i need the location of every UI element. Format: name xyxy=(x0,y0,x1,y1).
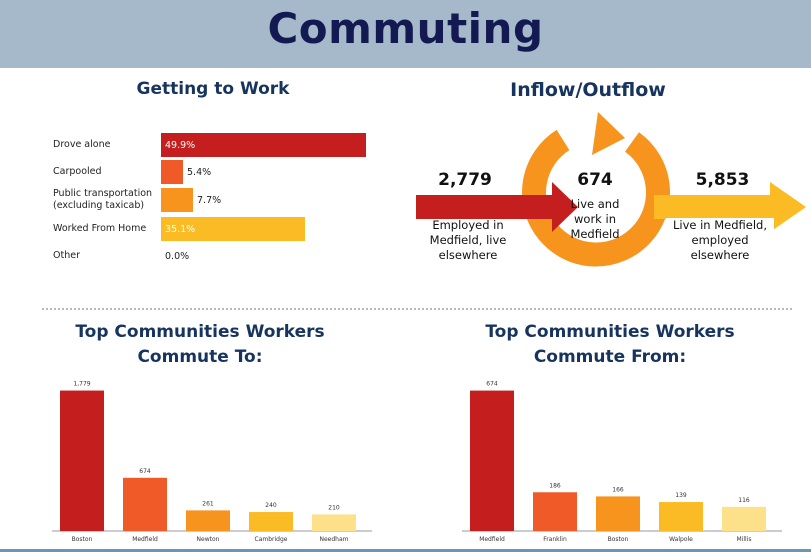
commute-to-title-line2: Commute To: xyxy=(137,347,263,367)
category-label: Franklin xyxy=(543,536,567,543)
outflow-number: 5,853 xyxy=(695,170,750,190)
commute-to-chart: 1,779 Boston 674 Medfield 261 Newton 240 Cambri… xyxy=(52,381,372,543)
category-label: Boston xyxy=(608,536,629,543)
bar-boston xyxy=(60,390,104,531)
commute-to-title-line1: Top Communities Workers xyxy=(75,322,325,342)
category-label: Millis xyxy=(737,536,752,543)
commute-from-title: Top Communities Workers Commute From: xyxy=(450,320,770,370)
value-label: 674 xyxy=(139,468,151,475)
circular-arrow-head-icon xyxy=(592,112,625,155)
inflow-arrow-shaft xyxy=(416,195,554,219)
inflow-number: 2,779 xyxy=(438,170,492,190)
inflow-description: Employed in Medfield, live elsewhere xyxy=(429,218,507,262)
local-number: 674 xyxy=(577,170,613,190)
category-label: Needham xyxy=(319,536,348,543)
gw-value: 0.0% xyxy=(165,250,190,262)
bar-needham xyxy=(312,514,356,531)
gw-label: Worked From Home xyxy=(53,223,147,234)
value-label: 210 xyxy=(328,504,340,511)
bar-boston xyxy=(596,496,640,531)
category-label: Walpole xyxy=(669,536,693,543)
gw-row-drove-alone: Drove alone 49.9% xyxy=(53,133,383,157)
gw-value: 35.1% xyxy=(165,223,196,235)
bar-cambridge xyxy=(249,512,293,531)
local-description: Live and work in Medfield xyxy=(570,197,620,241)
page-title: Commuting xyxy=(267,4,544,53)
gw-bar xyxy=(161,188,193,212)
gw-row-public-transportation: Public transportation (excluding taxicab… xyxy=(53,188,383,212)
gw-value: 49.9% xyxy=(165,139,196,151)
value-label: 674 xyxy=(486,381,498,388)
value-label: 240 xyxy=(265,502,277,509)
gw-row-worked-from-home: Worked From Home 35.1% xyxy=(53,217,383,241)
outflow-arrow-shaft xyxy=(654,195,772,219)
gw-row-other: Other 0.0% xyxy=(53,244,383,268)
gw-label: Carpooled xyxy=(53,166,102,177)
gw-label: Drove alone xyxy=(53,139,111,150)
value-label: 1,779 xyxy=(73,381,90,388)
outflow-description: Live in Medfield, employed elsewhere xyxy=(666,218,774,263)
gw-row-carpooled: Carpooled 5.4% xyxy=(53,160,383,184)
outflow-arrow-head-icon xyxy=(770,182,806,232)
commute-from-title-line1: Top Communities Workers xyxy=(485,322,735,342)
commute-to-title: Top Communities Workers Commute To: xyxy=(40,320,360,370)
commute-from-title-line2: Commute From: xyxy=(533,347,687,367)
inflow-arrow-head-icon xyxy=(552,182,578,232)
value-label: 186 xyxy=(549,482,561,489)
gw-bar xyxy=(161,133,366,157)
commute-from-chart: 674 Medfield 186 Franklin 166 Boston 139 Walpol… xyxy=(462,381,782,543)
bar-medfield xyxy=(123,477,167,531)
gw-bar xyxy=(161,217,305,241)
gw-label: Public transportation (excluding taxicab… xyxy=(53,188,153,211)
bar-medfield xyxy=(470,390,514,531)
bar-millis xyxy=(722,506,766,531)
section-divider xyxy=(42,308,792,310)
circular-arrow-ring xyxy=(522,129,670,267)
category-label: Boston xyxy=(72,536,93,543)
value-label: 139 xyxy=(675,492,687,499)
bar-walpole xyxy=(659,502,703,531)
gw-label: Other xyxy=(53,250,80,261)
header-banner: Commuting xyxy=(0,0,811,68)
inflow-outflow-title: Inflow/Outflow xyxy=(510,79,666,101)
bar-newton xyxy=(186,510,230,531)
gw-bar xyxy=(161,160,183,184)
category-label: Medfield xyxy=(132,536,158,543)
gw-value: 5.4% xyxy=(187,166,212,178)
value-label: 166 xyxy=(612,486,624,493)
bar-franklin xyxy=(533,492,577,531)
category-label: Medfield xyxy=(479,536,505,543)
value-label: 261 xyxy=(202,500,214,507)
gw-value: 7.7% xyxy=(197,194,222,206)
getting-to-work-title: Getting to Work xyxy=(136,79,290,99)
bottom-accent-bar xyxy=(0,549,811,552)
inflow-outflow-diagram xyxy=(416,112,806,267)
category-label: Newton xyxy=(197,536,220,543)
value-label: 116 xyxy=(738,497,750,504)
category-label: Cambridge xyxy=(255,536,288,543)
